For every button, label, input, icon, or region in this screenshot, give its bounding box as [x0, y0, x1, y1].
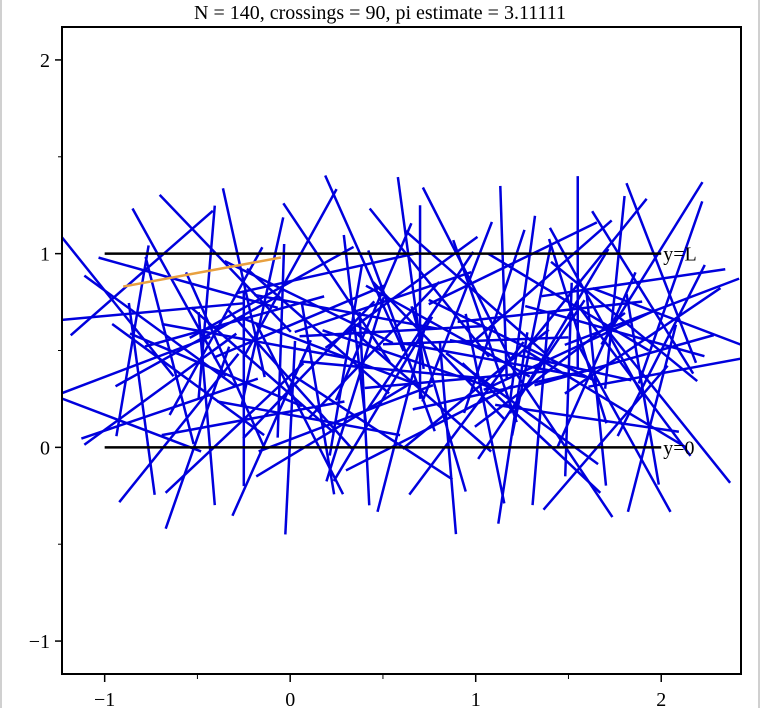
needle-10 — [376, 324, 427, 513]
needle-101 — [332, 316, 434, 482]
needle-67 — [299, 324, 485, 338]
needle-118 — [258, 384, 434, 453]
needle-40 — [62, 302, 244, 322]
needle-124 — [449, 338, 632, 382]
needles-layer — [62, 175, 741, 535]
needle-74 — [548, 227, 644, 397]
needle-47 — [325, 296, 385, 482]
needle-37 — [526, 198, 648, 348]
needle-36 — [504, 357, 614, 518]
needle-96 — [164, 362, 305, 494]
needle-69 — [421, 221, 494, 403]
highlighted-needle — [122, 256, 282, 288]
needle-84 — [324, 235, 479, 349]
needle-104 — [421, 186, 512, 360]
needle-111 — [637, 200, 704, 384]
needle-79 — [184, 271, 266, 449]
needle-91 — [603, 195, 626, 389]
needle-126 — [585, 292, 608, 486]
needle-32 — [438, 341, 458, 535]
chart-title: N = 140, crossings = 90, pi estimate = 3… — [194, 2, 566, 24]
needle-56 — [524, 349, 687, 449]
needle-73 — [563, 282, 573, 477]
needle-45 — [254, 322, 345, 495]
needle-125 — [483, 309, 654, 392]
needle-114 — [129, 332, 303, 408]
needle-112 — [62, 235, 175, 378]
y-tick-label: 2 — [40, 50, 50, 72]
needle-26 — [276, 243, 286, 438]
y-tick-label: −1 — [29, 631, 50, 653]
needle-127 — [550, 260, 699, 383]
x-tick-label: 1 — [471, 689, 481, 708]
needle-117 — [246, 267, 390, 395]
needle-51 — [408, 341, 525, 496]
needle-97 — [240, 217, 285, 407]
needle-134 — [591, 210, 695, 375]
needle-133 — [477, 299, 586, 460]
needle-130 — [114, 294, 280, 388]
x-tick-label: −1 — [94, 689, 115, 708]
needle-2 — [131, 207, 227, 377]
needle-109 — [542, 364, 669, 511]
needle-61 — [118, 353, 240, 503]
needle-121 — [365, 284, 531, 378]
x-tick-label: 2 — [656, 689, 666, 708]
axes: −1 0 1 2 −1 0 1 2 — [29, 50, 667, 708]
needle-75 — [534, 333, 715, 387]
reference-line-label: y=0 — [663, 437, 694, 459]
needle-90 — [494, 403, 680, 434]
needle-52 — [402, 342, 586, 379]
needle-87 — [499, 185, 509, 380]
needle-95 — [98, 256, 279, 309]
needle-21 — [69, 209, 214, 337]
needle-129 — [588, 357, 741, 388]
needle-0 — [115, 245, 150, 437]
window-edge-right — [758, 0, 760, 708]
needle-92 — [564, 287, 722, 395]
x-tick-label: 0 — [285, 689, 295, 708]
needle-93 — [625, 182, 698, 364]
needle-113 — [80, 377, 259, 440]
plot-frame — [61, 26, 742, 675]
needle-131 — [217, 400, 401, 437]
needle-29 — [324, 175, 405, 352]
needle-28 — [255, 378, 418, 478]
y-tick-label: 0 — [40, 437, 50, 459]
needle-115 — [221, 188, 266, 378]
window-edge-left — [0, 0, 2, 708]
needle-44 — [189, 245, 355, 339]
reference-lines: y=L y=0 — [104, 244, 697, 459]
needle-9 — [307, 281, 441, 420]
needle-38 — [524, 304, 705, 358]
needle-62 — [197, 205, 217, 399]
needle-106 — [445, 352, 599, 466]
needle-98 — [225, 307, 355, 452]
needle-116 — [284, 340, 297, 535]
needle-94 — [127, 302, 156, 496]
needle-83 — [294, 375, 454, 481]
y-tick-label: 1 — [40, 244, 50, 266]
needle-65 — [282, 202, 391, 363]
needle-17 — [555, 271, 637, 449]
needle-120 — [367, 249, 436, 432]
needle-105 — [462, 229, 526, 414]
needle-20 — [62, 397, 202, 453]
needle-107 — [457, 300, 643, 324]
needle-123 — [497, 332, 529, 524]
reference-line-label: y=L — [663, 244, 697, 266]
needle-48 — [294, 270, 472, 334]
needle-24 — [158, 193, 292, 333]
needle-54 — [474, 311, 626, 428]
needle-102 — [322, 329, 500, 392]
needle-128 — [600, 181, 704, 346]
needle-100 — [342, 234, 368, 428]
needle-59 — [609, 333, 732, 484]
